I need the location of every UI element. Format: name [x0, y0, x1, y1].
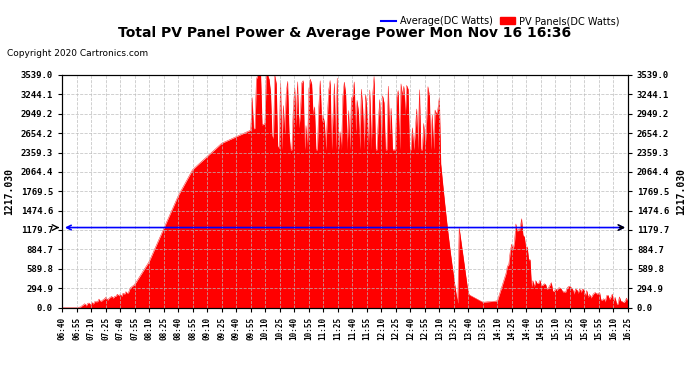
Text: 1217.030: 1217.030: [4, 168, 14, 215]
Text: Copyright 2020 Cartronics.com: Copyright 2020 Cartronics.com: [7, 49, 148, 58]
Text: 1217.030: 1217.030: [676, 168, 686, 215]
Text: Total PV Panel Power & Average Power Mon Nov 16 16:36: Total PV Panel Power & Average Power Mon…: [119, 26, 571, 40]
Legend: Average(DC Watts), PV Panels(DC Watts): Average(DC Watts), PV Panels(DC Watts): [377, 12, 623, 30]
